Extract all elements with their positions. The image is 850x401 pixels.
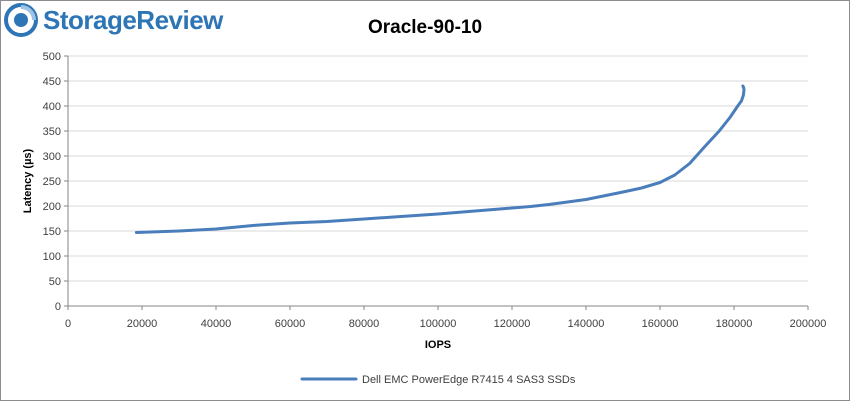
x-tick-label: 180000 — [716, 318, 753, 330]
y-tick-label: 100 — [43, 251, 61, 263]
x-axis-label: IOPS — [425, 339, 451, 351]
y-tick-label: 300 — [43, 151, 61, 163]
y-tick-label: 250 — [43, 176, 61, 188]
x-tick-label: 60000 — [275, 318, 306, 330]
y-tick-label: 500 — [43, 51, 61, 63]
series-group — [134, 84, 746, 234]
y-tick-label: 0 — [55, 301, 61, 313]
brand-name: StorageReview — [43, 4, 223, 35]
x-tick-label: 80000 — [349, 318, 380, 330]
x-tick-label: 40000 — [201, 318, 232, 330]
x-tick-label: 0 — [65, 318, 71, 330]
x-tick-label: 160000 — [642, 318, 679, 330]
x-tick-label: 20000 — [127, 318, 158, 330]
x-tick-label: 120000 — [494, 318, 531, 330]
legend: Dell EMC PowerEdge R7415 4 SAS3 SSDs — [300, 374, 576, 386]
y-axis-ticks: 0 50 100 150 200 250 300 350 400 450 500 — [43, 51, 68, 313]
brand-logo: StorageReview — [4, 2, 223, 38]
x-tick-label: 140000 — [568, 318, 605, 330]
series-line-0 — [134, 84, 746, 234]
y-tick-label: 450 — [43, 76, 61, 88]
y-tick-label: 400 — [43, 101, 61, 113]
gridlines — [68, 55, 808, 282]
legend-label: Dell EMC PowerEdge R7415 4 SAS3 SSDs — [362, 374, 576, 386]
x-tick-label: 200000 — [790, 318, 827, 330]
y-tick-label: 50 — [49, 276, 61, 288]
y-tick-label: 200 — [43, 201, 61, 213]
y-axis-label: Latency (µs) — [22, 148, 34, 213]
chart-title: Oracle-90-10 — [368, 17, 482, 38]
storagereview-logo-icon — [4, 3, 38, 37]
y-tick-label: 350 — [43, 126, 61, 138]
x-tick-label: 100000 — [420, 318, 457, 330]
y-tick-label: 150 — [43, 226, 61, 238]
x-axis-ticks: 0 20000 40000 60000 80000 100000 120000 140000 1… — [65, 306, 826, 330]
